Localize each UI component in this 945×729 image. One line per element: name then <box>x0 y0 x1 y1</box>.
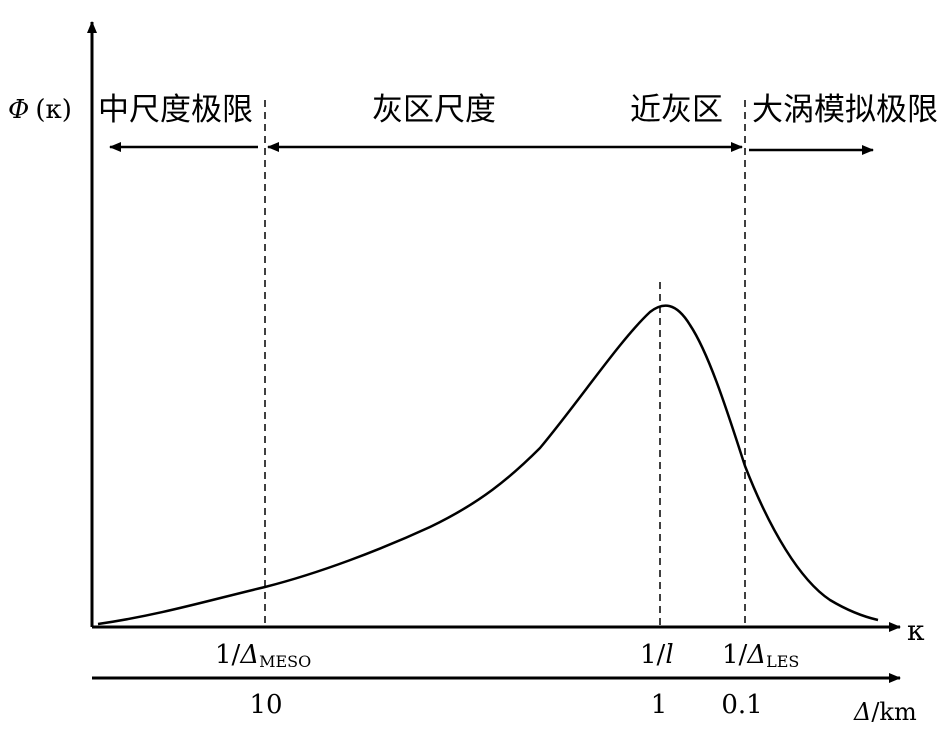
label-gray-zone: 灰区尺度 <box>372 92 496 128</box>
y-axis-label: Φ (κ) <box>8 95 72 125</box>
scale-tick-10: 10 <box>249 690 282 720</box>
spectrum-curve <box>97 304 879 626</box>
marker-l-prefix: 1/ <box>640 640 666 670</box>
marker-meso-sub: MESO <box>259 652 311 671</box>
label-meso-limit: 中尺度极限 <box>98 92 253 128</box>
scale-tick-1: 1 <box>651 690 668 720</box>
label-les-limit: 大涡模拟极限 <box>752 92 938 128</box>
x-axis-label: κ <box>907 614 925 647</box>
marker-les-prefix: 1/ <box>722 640 748 670</box>
scale-axis-delta: Δ <box>853 698 871 726</box>
scale-tick-0-1: 0.1 <box>721 690 762 720</box>
marker-les: 1/ΔLES <box>722 640 799 671</box>
label-near-gray: 近灰区 <box>630 92 723 128</box>
marker-meso-delta: Δ <box>239 640 259 670</box>
marker-l: 1/l <box>640 640 674 670</box>
scale-axis-label: Δ/km <box>853 698 917 726</box>
marker-les-delta: Δ <box>746 640 766 670</box>
scale-axis-unit: /km <box>871 698 917 726</box>
marker-meso: 1/ΔMESO <box>215 640 311 671</box>
y-axis-symbol: Φ <box>8 95 29 125</box>
marker-meso-prefix: 1/ <box>215 640 241 670</box>
y-axis-arg: (κ) <box>35 95 72 125</box>
marker-l-var: l <box>665 640 673 670</box>
marker-les-sub: LES <box>766 652 799 671</box>
